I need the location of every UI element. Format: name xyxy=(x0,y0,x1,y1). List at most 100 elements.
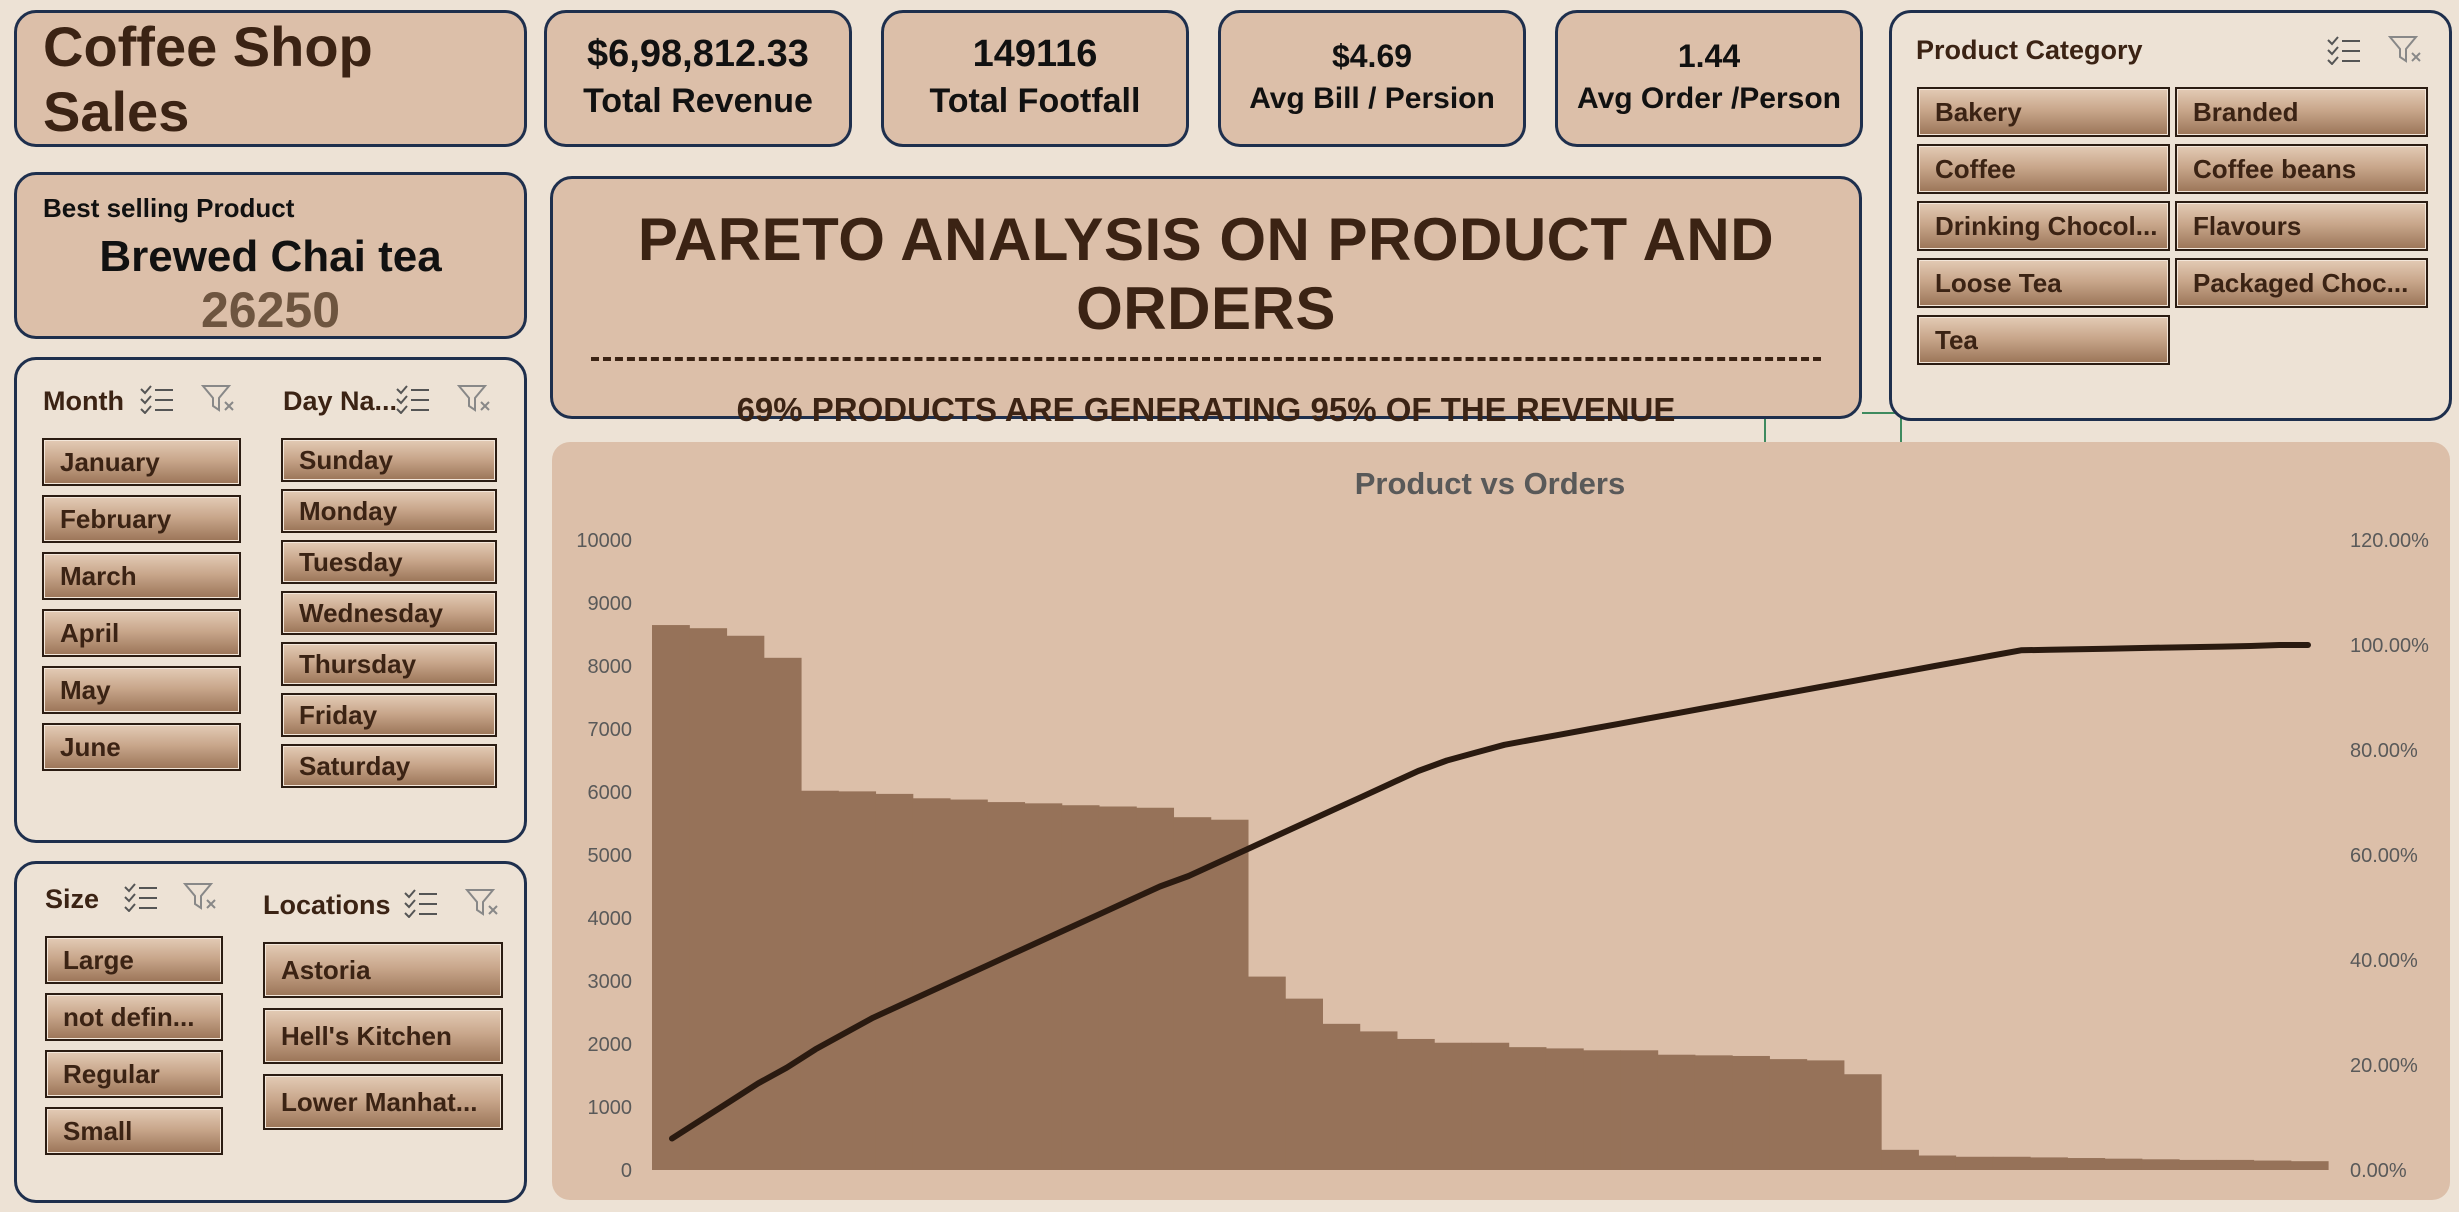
chart-bar xyxy=(987,802,1026,1170)
category-item-coffee-beans[interactable]: Coffee beans xyxy=(2175,144,2428,194)
chart-bar xyxy=(1285,998,1323,1170)
month-item-march[interactable]: March xyxy=(42,552,241,600)
size-item-regular[interactable]: Regular xyxy=(45,1050,223,1098)
category-item-loose-tea[interactable]: Loose Tea xyxy=(1917,258,2170,308)
chart-bar xyxy=(652,625,690,1170)
kpi-total-footfall: 149116 Total Footfall xyxy=(881,10,1189,147)
day-item-monday[interactable]: Monday xyxy=(281,489,497,533)
chart-bar xyxy=(1210,819,1249,1170)
location-item-lower-manhattan[interactable]: Lower Manhat... xyxy=(263,1074,503,1130)
size-item-small[interactable]: Small xyxy=(45,1107,223,1155)
chart-bar xyxy=(1769,1059,1808,1170)
connector-line xyxy=(1862,412,1902,414)
y-tick-label: 2000 xyxy=(588,1034,633,1056)
location-item-hells-kitchen[interactable]: Hell's Kitchen xyxy=(263,1008,503,1064)
chart-bar xyxy=(1620,1050,1659,1170)
chart-bar xyxy=(1434,1042,1472,1170)
month-item-february[interactable]: February xyxy=(42,495,241,543)
chart-title: Product vs Orders xyxy=(1355,466,1625,501)
location-item-astoria[interactable]: Astoria xyxy=(263,942,503,998)
multi-select-icon[interactable] xyxy=(395,384,431,414)
connector-line xyxy=(1764,419,1766,442)
connector-line xyxy=(1900,412,1902,442)
chart-bar xyxy=(800,790,839,1170)
category-item-drinking-chocolate[interactable]: Drinking Chocol... xyxy=(1917,201,2170,251)
chart-bar xyxy=(763,657,802,1170)
clear-filter-icon[interactable] xyxy=(2388,35,2424,65)
kpi-label: Avg Bill / Persion xyxy=(1249,81,1495,115)
chart-bar xyxy=(875,793,914,1170)
category-item-flavours[interactable]: Flavours xyxy=(2175,201,2428,251)
chart-bar xyxy=(1694,1055,1733,1170)
best-selling-name: Brewed Chai tea xyxy=(99,232,442,281)
chart-bar xyxy=(2141,1159,2180,1170)
day-item-friday[interactable]: Friday xyxy=(281,693,497,737)
clear-filter-icon[interactable] xyxy=(457,384,493,414)
category-item-branded[interactable]: Branded xyxy=(2175,87,2428,137)
locations-slicer-title: Locations xyxy=(263,890,391,920)
chart-bar xyxy=(2104,1158,2143,1170)
category-item-bakery[interactable]: Bakery xyxy=(1917,87,2170,137)
chart-bar xyxy=(1508,1047,1547,1170)
chart-bar xyxy=(1322,1023,1361,1170)
multi-select-icon[interactable] xyxy=(403,888,439,918)
pareto-subheading: 69% PRODUCTS ARE GENERATING 95% OF THE R… xyxy=(736,391,1676,428)
multi-select-icon[interactable] xyxy=(123,882,159,912)
y-tick-label: 10000 xyxy=(576,530,632,552)
pareto-banner: PARETO ANALYSIS ON PRODUCT AND ORDERS 69… xyxy=(550,176,1862,428)
category-slicer-panel: Product Category Bakery Branded Coffee C… xyxy=(1889,10,2452,421)
day-item-saturday[interactable]: Saturday xyxy=(281,744,497,788)
category-item-packaged-chocolate[interactable]: Packaged Choc... xyxy=(2175,258,2428,308)
chart-bar xyxy=(2290,1161,2329,1170)
day-slicer-header: Day Na... xyxy=(283,386,397,417)
size-item-large[interactable]: Large xyxy=(45,936,223,984)
category-item-coffee[interactable]: Coffee xyxy=(1917,144,2170,194)
day-item-tuesday[interactable]: Tuesday xyxy=(281,540,497,584)
size-item-not-defined[interactable]: not defin... xyxy=(45,993,223,1041)
day-item-thursday[interactable]: Thursday xyxy=(281,642,497,686)
y-tick-label: 5000 xyxy=(588,845,633,867)
chart-bar xyxy=(2030,1157,2068,1170)
chart-bar xyxy=(1136,807,1175,1170)
chart-bar xyxy=(1471,1042,1510,1170)
day-item-wednesday[interactable]: Wednesday xyxy=(281,591,497,635)
kpi-avg-order: 1.44 Avg Order /Person xyxy=(1555,10,1863,147)
month-item-june[interactable]: June xyxy=(42,723,241,771)
day-item-sunday[interactable]: Sunday xyxy=(281,438,497,482)
chart-bar xyxy=(1918,1155,1957,1170)
clear-filter-icon[interactable] xyxy=(183,882,219,912)
locations-slicer-header: Locations xyxy=(263,890,391,921)
kpi-label: Avg Order /Person xyxy=(1577,81,1841,115)
y-tick-label: 9000 xyxy=(588,593,633,615)
chart-bar xyxy=(689,628,728,1170)
chart-bar xyxy=(2253,1160,2292,1170)
clear-filter-icon[interactable] xyxy=(201,384,237,414)
category-slicer-header: Product Category xyxy=(1916,35,2143,66)
clear-filter-icon[interactable] xyxy=(465,888,501,918)
kpi-value: 1.44 xyxy=(1677,38,1741,75)
chart-bar xyxy=(2216,1159,2255,1170)
divider xyxy=(591,357,1821,361)
best-selling-value: 26250 xyxy=(200,281,341,338)
y-tick-label: 3000 xyxy=(588,971,633,993)
multi-select-icon[interactable] xyxy=(2326,35,2362,65)
month-slicer-header: Month xyxy=(43,386,124,417)
multi-select-icon[interactable] xyxy=(139,384,175,414)
month-item-april[interactable]: April xyxy=(42,609,241,657)
chart-bar xyxy=(949,799,988,1170)
chart-bar xyxy=(1396,1038,1435,1170)
month-item-may[interactable]: May xyxy=(42,666,241,714)
month-item-january[interactable]: January xyxy=(42,438,241,486)
chart-bar xyxy=(1992,1156,2031,1170)
cumulative-percent-line xyxy=(669,642,2311,1142)
y-tick-label: 8000 xyxy=(588,656,633,678)
kpi-value: $4.69 xyxy=(1331,38,1413,75)
chart-bar xyxy=(1098,806,1137,1170)
y2-tick-label: 80.00% xyxy=(2350,740,2418,762)
category-item-tea[interactable]: Tea xyxy=(1917,315,2170,365)
category-slicer-title: Product Category xyxy=(1916,35,2143,65)
y2-tick-label: 60.00% xyxy=(2350,845,2418,867)
best-selling-label: Best selling Product xyxy=(43,193,295,223)
chart-bar xyxy=(1732,1055,1770,1170)
chart-bar xyxy=(2067,1158,2106,1170)
